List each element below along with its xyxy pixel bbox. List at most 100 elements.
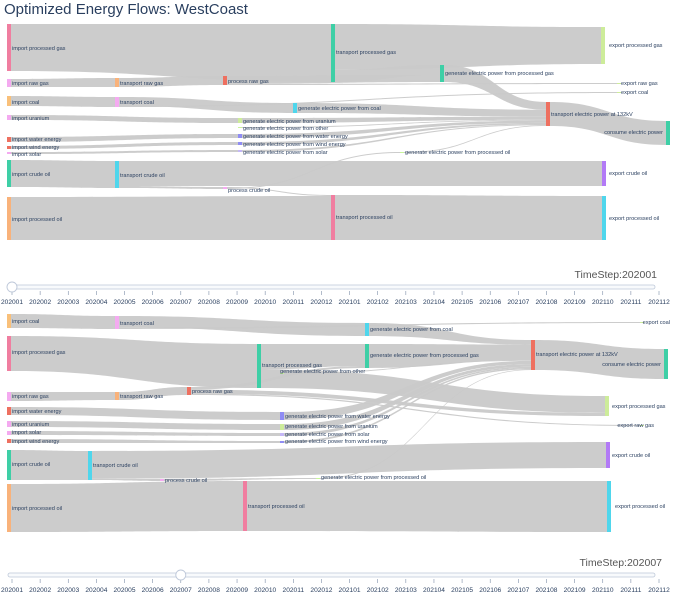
node-2-generate-electric-power-from-processed-oil[interactable]: [316, 478, 320, 479]
slider-tick-label-2-202008[interactable]: 202008: [198, 587, 220, 594]
node-1-import-wind-energy[interactable]: [7, 146, 11, 149]
flow-link-1-import-wind-energy-to-generate-electric-power-from-wind-energy[interactable]: [11, 142, 238, 149]
slider-tick-label-2-202011[interactable]: 202011: [283, 587, 305, 594]
flow-link-2-generate-electric-power-from-wind-energy-to-transport-electric-power-at-132kv[interactable]: [284, 368, 531, 443]
node-1-transport-electric-power-at-132kv[interactable]: [546, 102, 550, 126]
flow-link-1-generate-electric-power-from-processed-gas-to-transport-electric-power-at-132kv[interactable]: [444, 65, 546, 110]
node-2-generate-electric-power-from-water-energy[interactable]: [280, 412, 284, 420]
slider-tick-label-1-202103[interactable]: 202103: [395, 299, 417, 306]
slider-tick-label-1-202005[interactable]: 202005: [114, 299, 136, 306]
slider-tick-label-1-202002[interactable]: 202002: [29, 299, 51, 306]
flow-link-2-transport-processed-gas-to-generate-electric-power-from-processed-gas[interactable]: [261, 344, 365, 370]
node-2-export-raw-gas[interactable]: [640, 425, 644, 426]
slider-tick-label-2-202105[interactable]: 202105: [451, 587, 473, 594]
node-2-generate-electric-power-from-uranium[interactable]: [280, 424, 284, 430]
flow-link-2-import-processed-oil-to-transport-processed-oil[interactable]: [11, 481, 243, 532]
slider-tick-label-2-202006[interactable]: 202006: [142, 587, 164, 594]
flow-link-1-generate-electric-power-from-water-energy-to-transport-electric-power-at-132kv[interactable]: [242, 120, 546, 138]
node-2-transport-raw-gas[interactable]: [115, 392, 119, 400]
node-1-transport-raw-gas[interactable]: [115, 78, 119, 87]
slider-tick-label-2-202103[interactable]: 202103: [395, 587, 417, 594]
node-2-export-processed-oil[interactable]: [607, 481, 611, 532]
node-2-export-crude-oil[interactable]: [606, 442, 610, 468]
flow-link-1-generate-electric-power-from-solar-to-transport-electric-power-at-132kv[interactable]: [242, 124, 546, 152]
slider-tick-label-1-202101[interactable]: 202101: [339, 299, 361, 306]
slider-tick-label-1-202001[interactable]: 202001: [1, 299, 23, 306]
slider-tick-label-1-202007[interactable]: 202007: [170, 299, 192, 306]
flow-link-2-import-solar-to-generate-electric-power-from-solar[interactable]: [11, 431, 280, 436]
node-1-import-processed-gas[interactable]: [7, 24, 11, 71]
flow-link-2-transport-electric-power-at-132kv-to-consume-electric-power[interactable]: [535, 340, 664, 379]
node-1-generate-electric-power-from-uranium[interactable]: [238, 118, 242, 123]
node-2-import-processed-gas[interactable]: [7, 336, 11, 371]
node-2-generate-electric-power-from-processed-gas[interactable]: [365, 344, 369, 368]
flow-link-1-transport-electric-power-at-132kv-to-consume-electric-power[interactable]: [550, 102, 666, 145]
flow-link-2-generate-electric-power-from-processed-gas-to-transport-electric-power-at-132kv[interactable]: [369, 344, 531, 368]
node-1-export-raw-gas[interactable]: [617, 83, 621, 84]
node-2-import-water-energy[interactable]: [7, 407, 11, 415]
node-2-import-coal[interactable]: [7, 314, 11, 328]
timestep-slider-track-2[interactable]: [7, 572, 656, 578]
flow-link-2-import-processed-gas-to-transport-processed-gas[interactable]: [11, 336, 257, 388]
flow-link-1-transport-coal-to-export-coal[interactable]: [119, 92, 617, 107]
flow-link-2-process-crude-oil-to-generate-electric-power-from-processed-oil[interactable]: [164, 478, 316, 481]
node-1-generate-electric-power-from-wind-energy[interactable]: [238, 142, 242, 145]
flow-link-2-transport-crude-oil-to-export-crude-oil[interactable]: [92, 442, 606, 479]
slider-tick-label-1-202105[interactable]: 202105: [451, 299, 473, 306]
flow-link-2-import-coal-to-transport-coal[interactable]: [11, 314, 115, 329]
flow-link-1-import-water-energy-to-generate-electric-power-from-water-energy[interactable]: [11, 134, 238, 142]
node-2-generate-electric-power-from-solar[interactable]: [280, 433, 284, 436]
flow-link-1-import-processed-gas-to-transport-processed-gas[interactable]: [11, 24, 331, 82]
node-1-export-processed-oil[interactable]: [602, 196, 606, 240]
node-1-generate-electric-power-from-water-energy[interactable]: [238, 134, 242, 138]
slider-tick-label-1-202003[interactable]: 202003: [57, 299, 79, 306]
flow-link-2-generate-electric-power-from-water-energy-to-transport-electric-power-at-132kv[interactable]: [284, 360, 531, 420]
node-2-process-raw-gas[interactable]: [187, 387, 191, 395]
flow-link-2-import-water-energy-to-generate-electric-power-from-water-energy[interactable]: [11, 407, 280, 420]
slider-tick-label-2-202007[interactable]: 202007: [170, 587, 192, 594]
slider-tick-label-1-202106[interactable]: 202106: [479, 299, 501, 306]
flow-link-1-generate-electric-power-from-other-to-transport-electric-power-at-132kv[interactable]: [242, 119, 546, 128]
flow-link-2-generate-electric-power-from-processed-oil-to-transport-electric-power-at-132kv[interactable]: [320, 369, 531, 479]
slider-tick-label-2-202009[interactable]: 202009: [226, 587, 248, 594]
node-2-generate-electric-power-from-other[interactable]: [280, 373, 284, 374]
flow-link-1-import-raw-gas-to-transport-raw-gas[interactable]: [11, 78, 115, 87]
node-2-generate-electric-power-from-wind-energy[interactable]: [280, 441, 284, 443]
flow-link-2-process-raw-gas-to-generate-electric-power-from-processed-gas[interactable]: [191, 366, 365, 390]
slider-tick-label-2-202012[interactable]: 202012: [310, 587, 332, 594]
node-2-import-solar[interactable]: [7, 431, 11, 435]
slider-tick-label-1-202112[interactable]: 202112: [648, 299, 670, 306]
node-1-export-coal[interactable]: [617, 92, 621, 93]
node-2-export-coal[interactable]: [640, 322, 644, 323]
slider-tick-label-2-202108[interactable]: 202108: [535, 587, 557, 594]
slider-tick-label-2-202101[interactable]: 202101: [339, 587, 361, 594]
node-2-transport-processed-gas[interactable]: [257, 344, 261, 388]
flow-link-1-transport-crude-oil-to-export-crude-oil[interactable]: [119, 161, 602, 186]
flow-link-2-import-uranium-to-generate-electric-power-from-uranium[interactable]: [11, 421, 280, 430]
node-1-export-processed-gas[interactable]: [601, 27, 605, 64]
node-1-generate-electric-power-from-other[interactable]: [238, 127, 242, 128]
node-2-transport-electric-power-at-132kv[interactable]: [531, 340, 535, 370]
node-1-transport-coal[interactable]: [115, 97, 119, 107]
flow-link-2-transport-processed-oil-to-export-processed-oil[interactable]: [247, 481, 607, 532]
node-2-import-wind-energy[interactable]: [7, 439, 11, 443]
node-2-import-uranium[interactable]: [7, 421, 11, 427]
slider-tick-label-2-202005[interactable]: 202005: [114, 587, 136, 594]
slider-tick-label-1-202110[interactable]: 202110: [592, 299, 614, 306]
slider-tick-label-2-202111[interactable]: 202111: [620, 587, 641, 594]
node-1-transport-crude-oil[interactable]: [115, 161, 119, 188]
slider-tick-label-2-202110[interactable]: 202110: [592, 587, 614, 594]
slider-tick-label-2-202002[interactable]: 202002: [29, 587, 51, 594]
node-1-import-crude-oil[interactable]: [7, 160, 11, 187]
slider-tick-label-2-202112[interactable]: 202112: [648, 587, 670, 594]
slider-tick-label-2-202001[interactable]: 202001: [1, 587, 23, 594]
flow-link-1-generate-electric-power-from-coal-to-transport-electric-power-at-132kv[interactable]: [297, 103, 546, 117]
node-1-transport-processed-oil[interactable]: [331, 195, 335, 240]
flow-link-1-import-uranium-to-generate-electric-power-from-uranium[interactable]: [11, 115, 238, 123]
node-1-transport-processed-gas[interactable]: [331, 24, 335, 82]
node-1-import-uranium[interactable]: [7, 115, 11, 120]
node-1-import-coal[interactable]: [7, 96, 11, 106]
node-1-export-crude-oil[interactable]: [602, 161, 606, 186]
flow-link-2-generate-electric-power-from-other-to-transport-electric-power-at-132kv[interactable]: [284, 360, 531, 374]
node-2-transport-crude-oil[interactable]: [88, 451, 92, 480]
